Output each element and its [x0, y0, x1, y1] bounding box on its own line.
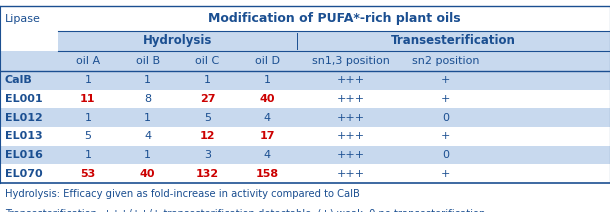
Text: 3: 3: [204, 150, 211, 160]
Text: Transesterification: Transesterification: [391, 34, 516, 47]
Text: EL070: EL070: [5, 169, 43, 179]
Text: 1: 1: [84, 150, 92, 160]
Text: EL016: EL016: [5, 150, 43, 160]
Text: +++: +++: [336, 94, 365, 104]
Text: +++: +++: [336, 131, 365, 141]
Text: +++: +++: [336, 150, 365, 160]
Text: 11: 11: [80, 94, 96, 104]
Text: +++: +++: [336, 75, 365, 85]
Text: 4: 4: [264, 113, 271, 123]
Text: 0: 0: [442, 150, 450, 160]
Text: +: +: [441, 75, 451, 85]
Text: 5: 5: [204, 113, 211, 123]
Text: 17: 17: [259, 131, 275, 141]
Bar: [0, 51, 610, 71]
Text: oil C: oil C: [195, 56, 220, 66]
Text: Transesterification: +++/++/+ transesterification detectable, (+) weak, 0 no tra: Transesterification: +++/++/+ transester…: [5, 208, 486, 212]
Bar: [0, 6, 610, 31]
Text: CalB: CalB: [5, 75, 32, 85]
Text: Modification of PUFA*-rich plant oils: Modification of PUFA*-rich plant oils: [207, 12, 461, 25]
Text: 158: 158: [256, 169, 279, 179]
Text: 40: 40: [259, 94, 275, 104]
Text: 1: 1: [204, 75, 211, 85]
Text: 0: 0: [442, 113, 450, 123]
Text: 132: 132: [196, 169, 219, 179]
Text: Hydrolysis: Efficacy given as fold-increase in activity compared to CalB: Hydrolysis: Efficacy given as fold-incre…: [5, 189, 360, 199]
Text: oil B: oil B: [135, 56, 160, 66]
Text: 5: 5: [84, 131, 92, 141]
Text: 40: 40: [140, 169, 156, 179]
Text: Hydrolysis: Hydrolysis: [143, 34, 212, 47]
Text: 1: 1: [144, 150, 151, 160]
Text: +++: +++: [336, 113, 365, 123]
Text: 1: 1: [84, 113, 92, 123]
Text: oil D: oil D: [255, 56, 279, 66]
Text: +++: +++: [336, 169, 365, 179]
Text: sn1,3 position: sn1,3 position: [312, 56, 389, 66]
Text: Lipase: Lipase: [5, 14, 41, 24]
Text: sn2 position: sn2 position: [412, 56, 479, 66]
Text: 4: 4: [144, 131, 151, 141]
Bar: [0, 146, 610, 164]
Text: 12: 12: [199, 131, 215, 141]
Text: 8: 8: [144, 94, 151, 104]
Bar: [0, 108, 610, 127]
Text: oil A: oil A: [76, 56, 100, 66]
Text: 1: 1: [84, 75, 92, 85]
Bar: [0, 90, 610, 108]
Text: +: +: [441, 94, 451, 104]
Text: EL013: EL013: [5, 131, 43, 141]
Text: EL012: EL012: [5, 113, 43, 123]
Text: EL001: EL001: [5, 94, 43, 104]
Bar: [58, 31, 610, 51]
Text: +: +: [441, 169, 451, 179]
Text: 27: 27: [199, 94, 215, 104]
Text: +: +: [441, 131, 451, 141]
Text: 1: 1: [144, 75, 151, 85]
Bar: [0, 71, 610, 90]
Bar: [0, 164, 610, 183]
Text: 1: 1: [144, 113, 151, 123]
Bar: [0, 31, 58, 51]
Text: 4: 4: [264, 150, 271, 160]
Text: 1: 1: [264, 75, 271, 85]
Bar: [0, 127, 610, 146]
Text: 53: 53: [81, 169, 95, 179]
